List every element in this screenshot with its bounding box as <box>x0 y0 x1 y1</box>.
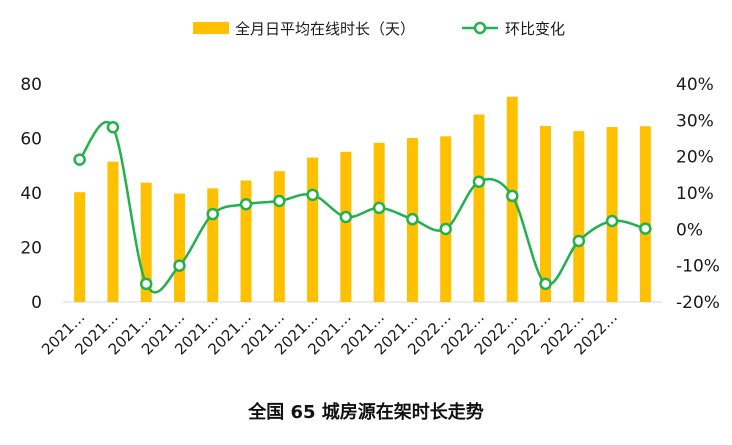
bar <box>440 136 452 302</box>
bar-series <box>74 96 651 303</box>
line-point <box>339 210 353 224</box>
left-axis-tick-label: 0 <box>31 293 42 313</box>
right-axis-tick-label: -10% <box>676 257 720 277</box>
bar <box>107 161 119 302</box>
right-axis-tick-label: 20% <box>676 148 714 168</box>
bar <box>74 192 86 302</box>
line-point <box>572 234 586 248</box>
bar <box>573 131 585 302</box>
legend-bar-label: 全月日平均在线时长（天） <box>235 20 415 38</box>
line-point <box>506 189 519 203</box>
line-point <box>406 212 419 226</box>
left-axis-tick-label: 40 <box>20 184 42 204</box>
right-axis-tick-label: 40% <box>676 75 714 95</box>
line-point <box>139 277 153 291</box>
bar <box>340 151 352 302</box>
right-axis-tick-label: -20% <box>676 293 720 313</box>
line-point <box>439 222 452 236</box>
legend-bar-swatch <box>193 22 229 34</box>
bar <box>207 188 219 302</box>
chart-title: 全国 65 城房源在架时长走势 <box>248 402 484 423</box>
bar <box>307 157 319 302</box>
line-point <box>173 259 186 272</box>
right-axis-tick-label: 0% <box>676 220 703 240</box>
x-axis-ticks: 2021…2021…2021…2021…2021…2021…2021…2021…… <box>38 308 621 358</box>
right-axis-tick-label: 30% <box>676 111 714 131</box>
left-axis-tick-label: 20 <box>20 239 42 259</box>
line-series <box>73 120 652 294</box>
line-point <box>106 120 120 134</box>
right-axis-tick-label: 10% <box>676 184 714 204</box>
left-axis-tick-label: 80 <box>20 75 42 95</box>
bar <box>606 127 618 303</box>
line-point <box>539 277 552 291</box>
line-point <box>605 214 619 228</box>
legend-line-marker <box>473 21 487 35</box>
left-axis-tick-label: 60 <box>20 130 42 150</box>
legend-line-label: 环比变化 <box>505 20 565 38</box>
line-path <box>78 120 646 294</box>
bar <box>473 114 485 303</box>
line-point <box>239 198 253 211</box>
legend: 全月日平均在线时长（天） 环比变化 <box>193 20 565 38</box>
left-axis: 0 20 40 60 80 <box>20 75 42 313</box>
bar <box>240 180 252 302</box>
line-point <box>472 175 486 188</box>
bar <box>173 193 185 302</box>
bar <box>273 171 285 302</box>
line-point <box>73 153 86 166</box>
right-axis: -20% -10% 0% 10% 20% 30% 40% <box>676 75 720 313</box>
bar <box>373 142 385 302</box>
line-point <box>372 201 386 215</box>
line-point <box>206 207 219 221</box>
line-point <box>273 194 286 208</box>
bar <box>639 126 651 302</box>
line-point <box>306 188 319 202</box>
line-point <box>639 222 652 235</box>
bar <box>140 182 152 302</box>
bar <box>540 125 552 302</box>
